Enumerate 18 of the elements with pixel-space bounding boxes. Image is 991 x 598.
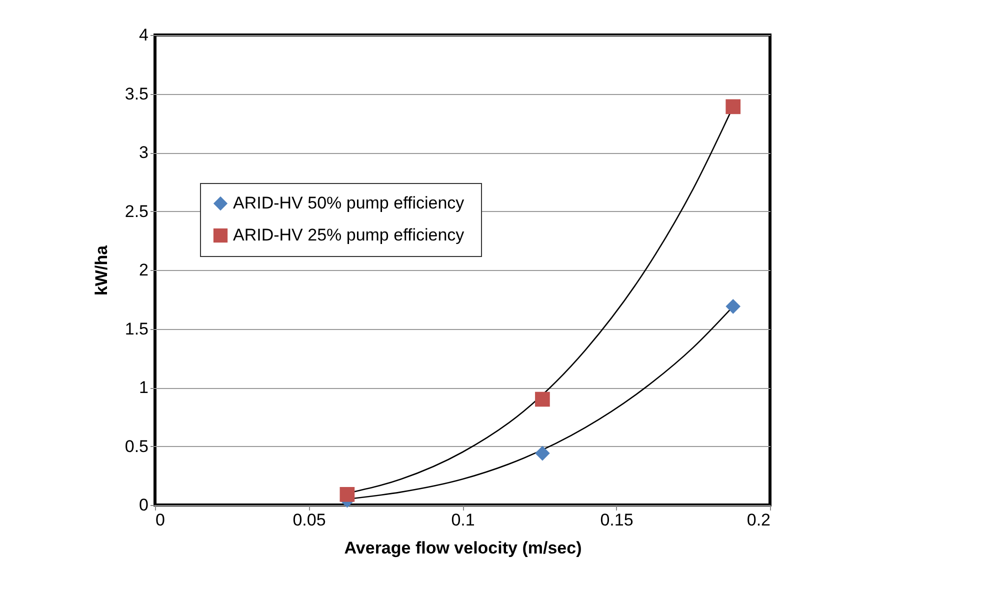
y-tick-label: 3 <box>139 143 148 162</box>
x-tick-label: 0.1 <box>451 510 475 530</box>
x-axis-title: Average flow velocity (m/sec) <box>344 538 582 558</box>
x-tick-label: 0.15 <box>600 510 634 530</box>
legend-label: ARID-HV 25% pump efficiency <box>233 226 465 244</box>
y-tick-label: 4 <box>139 26 148 44</box>
x-tick-label: 0 <box>156 510 165 530</box>
y-tick-label: 0.5 <box>124 436 148 456</box>
y-tick-label: 1 <box>139 378 148 397</box>
legend-label: ARID-HV 50% pump efficiency <box>233 194 465 212</box>
x-tick-label: 0.05 <box>292 510 326 530</box>
y-tick-label: 1.5 <box>124 319 148 338</box>
y-axis-title: kW/ha <box>92 244 111 296</box>
y-tick-label: 2 <box>139 260 148 280</box>
x-tick-label: 0.2 <box>746 510 770 530</box>
y-tick-label: 2.5 <box>124 202 148 221</box>
y-tick-label: 3.5 <box>124 84 148 104</box>
y-tick-label: 0 <box>139 496 148 514</box>
